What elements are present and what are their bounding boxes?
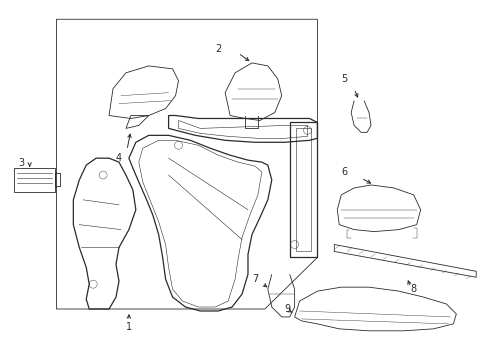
Text: 6: 6 [341, 167, 347, 177]
Text: 3: 3 [19, 158, 25, 168]
Bar [55, 173, 60, 186]
Text: 1: 1 [126, 322, 132, 332]
Text: 8: 8 [411, 284, 417, 294]
Text: 7: 7 [252, 274, 258, 284]
Text: 5: 5 [341, 74, 347, 84]
Text: 4: 4 [116, 153, 122, 163]
Text: 2: 2 [215, 44, 221, 54]
Text: 9: 9 [285, 304, 291, 314]
Bar [14, 168, 55, 192]
